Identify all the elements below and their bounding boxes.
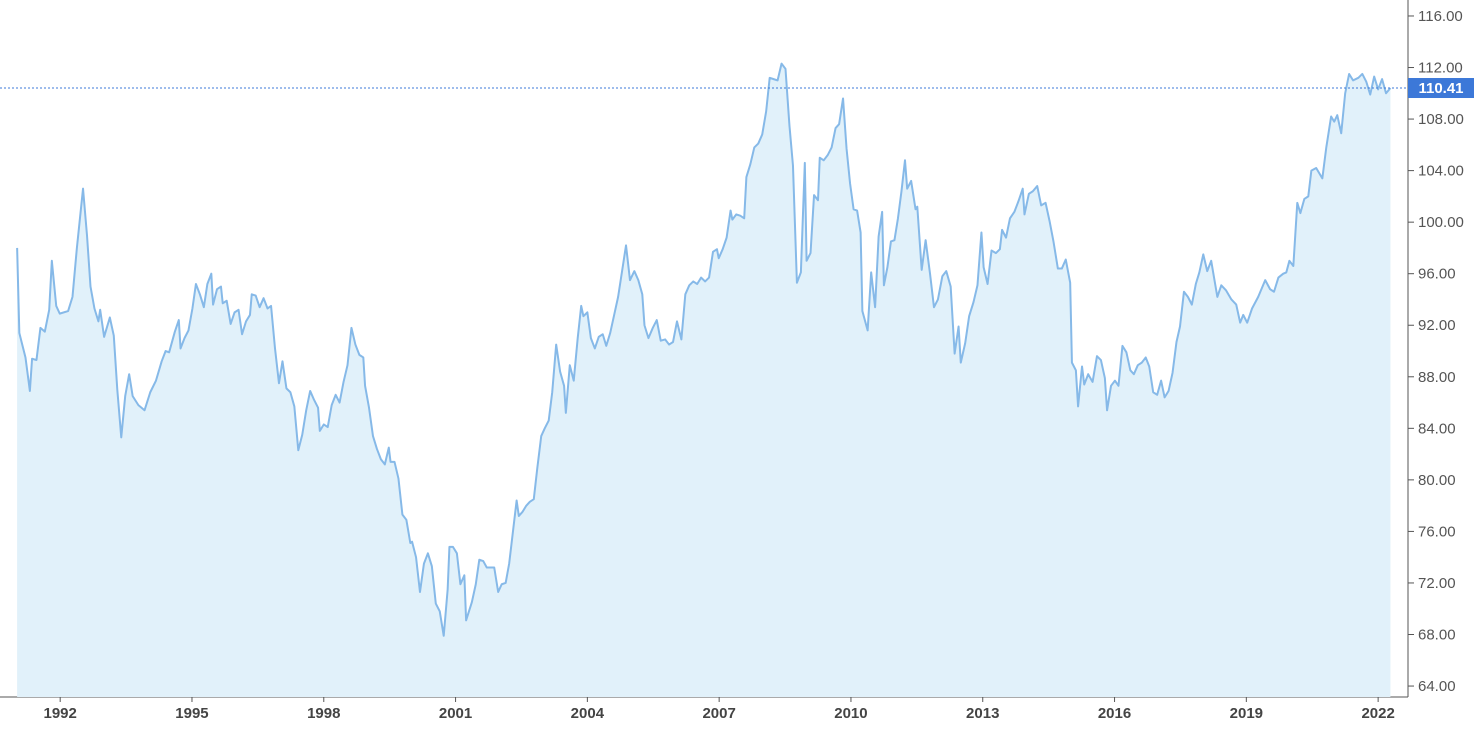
x-tick-label: 2004 [571, 705, 605, 722]
last-value-box [1408, 78, 1474, 99]
y-tick-label: 92.00 [1418, 317, 1456, 334]
x-tick-label: 1992 [43, 705, 76, 722]
y-tick-label: 104.00 [1418, 163, 1464, 180]
x-tick-label: 2016 [1098, 705, 1131, 722]
y-tick-label: 112.00 [1418, 59, 1463, 76]
x-tick-label: 1998 [307, 705, 340, 722]
y-tick-label: 88.00 [1418, 369, 1456, 386]
x-tick-label: 2010 [834, 705, 867, 722]
x-tick-label: 2022 [1361, 705, 1394, 722]
x-tick-label: 2007 [702, 705, 735, 722]
last-value-label: 110.41 [1418, 80, 1463, 97]
y-tick-label: 72.00 [1418, 575, 1456, 592]
x-tick-label: 1995 [175, 705, 208, 722]
x-tick-label: 2013 [966, 705, 999, 722]
y-tick-label: 68.00 [1418, 626, 1456, 643]
x-tick-label: 2019 [1230, 705, 1263, 722]
y-tick-label: 96.00 [1418, 266, 1456, 283]
y-tick-label: 108.00 [1418, 111, 1464, 128]
y-tick-label: 84.00 [1418, 420, 1456, 437]
y-tick-label: 76.00 [1418, 523, 1456, 540]
y-tick-label: 64.00 [1418, 678, 1456, 695]
x-tick-label: 2001 [439, 705, 472, 722]
y-tick-label: 116.00 [1418, 8, 1463, 25]
y-tick-label: 100.00 [1418, 214, 1464, 231]
y-tick-label: 80.00 [1418, 472, 1456, 489]
line [16, 62, 1392, 637]
area-fill [17, 63, 1391, 698]
